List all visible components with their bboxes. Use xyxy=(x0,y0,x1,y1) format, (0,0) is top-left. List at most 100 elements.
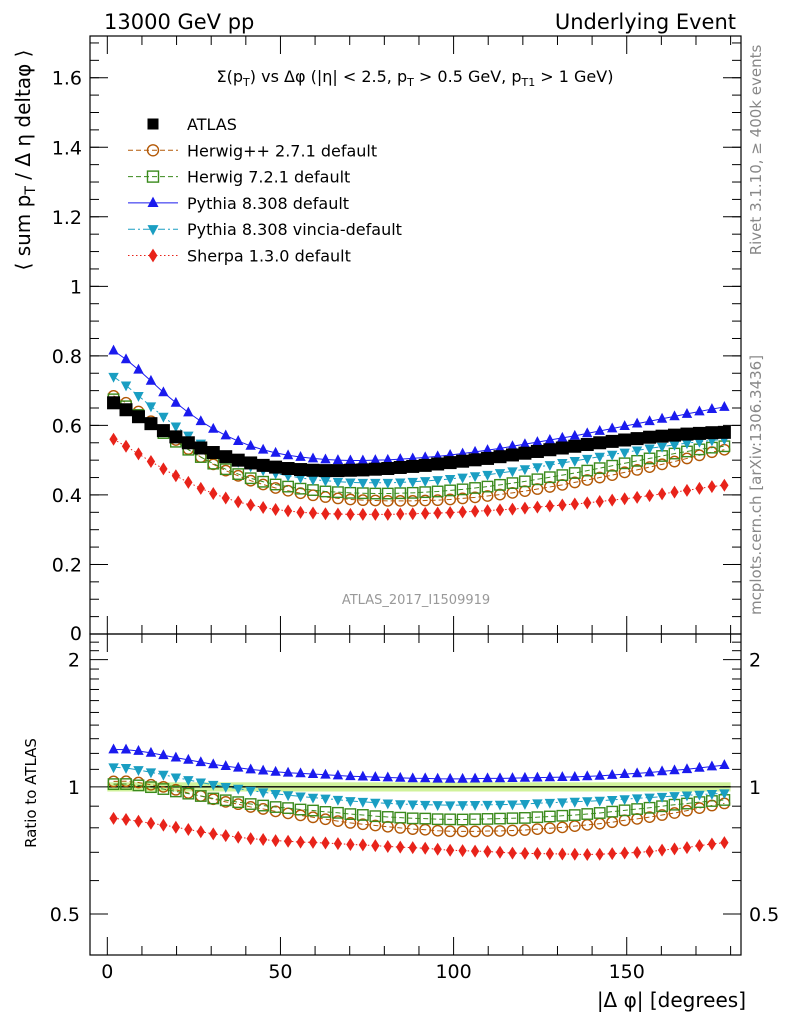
data-point xyxy=(408,507,417,521)
data-point xyxy=(456,483,469,496)
main-y-tick-label: 1.4 xyxy=(52,137,82,159)
ratio-point xyxy=(344,808,357,821)
main-data-layer xyxy=(107,344,731,521)
data-point xyxy=(530,444,544,458)
ratio-point xyxy=(531,823,544,836)
legend-label: Pythia 8.308 default xyxy=(187,194,349,213)
data-point xyxy=(505,448,519,462)
ratio-point xyxy=(157,783,170,795)
ratio-point xyxy=(581,808,594,820)
x-tick-label: 150 xyxy=(609,961,645,983)
ratio-point xyxy=(469,825,481,838)
data-point xyxy=(431,457,445,471)
ratio-line xyxy=(113,817,725,855)
data-point xyxy=(458,505,467,519)
ratio-point xyxy=(569,770,580,781)
ratio-point xyxy=(345,770,356,781)
ratio-point xyxy=(569,797,580,808)
data-point xyxy=(394,494,407,507)
ratio-point xyxy=(643,811,656,823)
data-point xyxy=(431,485,444,498)
ratio-point xyxy=(482,800,493,811)
ratio-point xyxy=(332,795,344,806)
data-point xyxy=(145,402,157,413)
ratio-point xyxy=(183,753,194,764)
ratio-point xyxy=(631,794,643,805)
ratio-point xyxy=(220,760,231,771)
data-point xyxy=(519,465,531,476)
ratio-point xyxy=(269,801,282,813)
data-point xyxy=(570,497,579,511)
legend-item: Sherpa 1.3.0 default xyxy=(128,247,351,266)
ratio-point xyxy=(432,772,443,783)
data-point xyxy=(357,454,369,465)
ratio-point xyxy=(719,759,730,769)
data-point xyxy=(444,475,456,485)
ratio-point xyxy=(470,844,480,858)
data-point xyxy=(618,466,631,479)
data-point xyxy=(494,442,506,453)
ratio-point xyxy=(120,764,132,774)
data-point xyxy=(107,396,121,410)
ratio-point xyxy=(506,812,519,825)
data-point xyxy=(432,476,443,486)
data-point xyxy=(108,344,119,355)
ratio-point xyxy=(694,790,705,801)
legend-marker xyxy=(146,170,160,183)
data-point xyxy=(630,432,644,446)
data-point xyxy=(368,462,382,476)
data-point xyxy=(121,439,131,453)
x-tick-label: 100 xyxy=(435,961,471,983)
data-point xyxy=(133,363,144,374)
data-point xyxy=(643,430,657,444)
data-point xyxy=(481,490,494,502)
data-point xyxy=(421,506,430,520)
data-point xyxy=(443,456,457,470)
data-point xyxy=(234,495,243,509)
legend-marker xyxy=(147,196,159,208)
data-point xyxy=(345,454,356,465)
series-line xyxy=(113,395,725,502)
data-point xyxy=(120,353,132,364)
data-point xyxy=(221,491,230,505)
data-point xyxy=(595,495,604,509)
series-line xyxy=(113,398,725,495)
data-point xyxy=(644,444,655,455)
data-point xyxy=(493,450,507,464)
ratio-point xyxy=(170,773,182,784)
data-point xyxy=(481,451,495,465)
ratio-point xyxy=(431,824,444,837)
ratio-point xyxy=(706,760,718,771)
ratio-axes: 0 50 100 150 0.5 0.5 1 1 2 2 xyxy=(50,36,779,983)
main-y-axis: 0.2 0.4 0.6 0.8 1 1.2 1.4 1.6 0 xyxy=(52,42,741,645)
ratio-point xyxy=(320,794,331,805)
ratio-point xyxy=(370,798,381,809)
legend-label: Pythia 8.308 vincia-default xyxy=(187,220,402,239)
header-right: Underlying Event xyxy=(555,10,736,34)
ratio-point xyxy=(445,843,455,857)
data-point xyxy=(519,475,531,488)
data-point xyxy=(171,469,181,483)
ratio-point xyxy=(295,792,306,803)
ratio-point xyxy=(494,800,506,811)
ratio-point xyxy=(395,800,406,811)
data-point xyxy=(156,424,170,438)
data-point xyxy=(119,403,133,417)
ratio-point xyxy=(656,809,668,821)
data-point xyxy=(282,449,294,460)
ratio-point xyxy=(207,792,220,805)
data-point xyxy=(269,460,283,474)
data-point xyxy=(608,493,617,507)
ratio-point xyxy=(356,809,369,821)
data-point xyxy=(395,478,406,489)
data-point xyxy=(631,446,643,457)
data-point xyxy=(444,493,457,506)
ratio-point xyxy=(345,797,356,807)
data-point xyxy=(258,500,268,514)
ratio-point xyxy=(233,761,244,772)
ratio-y-tick-label-right: 0.5 xyxy=(749,904,779,926)
ratio-point xyxy=(232,796,245,809)
ratio-point xyxy=(184,822,193,836)
ratio-data-layer xyxy=(107,743,731,861)
data-point xyxy=(582,454,593,465)
